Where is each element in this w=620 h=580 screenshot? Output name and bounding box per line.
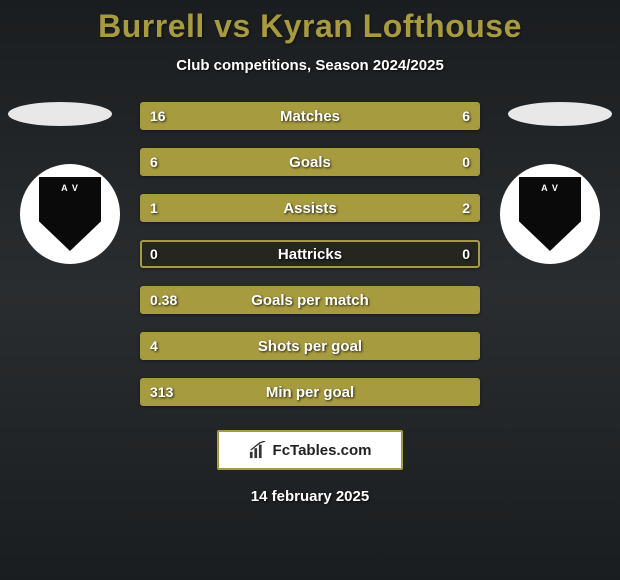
team-badge-right: A V	[500, 164, 600, 264]
stat-row: 0.38Goals per match	[140, 286, 480, 314]
page-title: Burrell vs Kyran Lofthouse	[0, 0, 620, 45]
stat-row: 0Hattricks0	[140, 240, 480, 268]
stat-label: Assists	[142, 196, 478, 220]
stat-row: 1Assists2	[140, 194, 480, 222]
logo-text: FcTables.com	[273, 442, 372, 459]
stat-row: 6Goals0	[140, 148, 480, 176]
stat-label: Min per goal	[142, 380, 478, 404]
player-left-ellipse	[8, 102, 112, 126]
stat-right-value: 0	[462, 150, 470, 174]
shield-icon: A V	[519, 177, 581, 251]
stat-label: Goals per match	[142, 288, 478, 312]
player-right-ellipse	[508, 102, 612, 126]
subtitle: Club competitions, Season 2024/2025	[0, 57, 620, 74]
stat-row: 16Matches6	[140, 102, 480, 130]
stat-label: Goals	[142, 150, 478, 174]
date-text: 14 february 2025	[0, 488, 620, 505]
stat-bars: 16Matches66Goals01Assists20Hattricks00.3…	[140, 102, 480, 406]
chart-icon	[249, 441, 267, 459]
stat-right-value: 6	[462, 104, 470, 128]
stat-label: Shots per goal	[142, 334, 478, 358]
shield-icon: A V	[39, 177, 101, 251]
stat-right-value: 2	[462, 196, 470, 220]
stat-label: Hattricks	[142, 242, 478, 266]
stat-row: 313Min per goal	[140, 378, 480, 406]
comparison-content: A V A V 16Matches66Goals01Assists20Hattr…	[0, 102, 620, 406]
stat-right-value: 0	[462, 242, 470, 266]
team-badge-left: A V	[20, 164, 120, 264]
badge-text-right: A V	[541, 183, 559, 193]
stat-label: Matches	[142, 104, 478, 128]
badge-text-left: A V	[61, 183, 79, 193]
stat-row: 4Shots per goal	[140, 332, 480, 360]
fctables-logo: FcTables.com	[217, 430, 403, 470]
